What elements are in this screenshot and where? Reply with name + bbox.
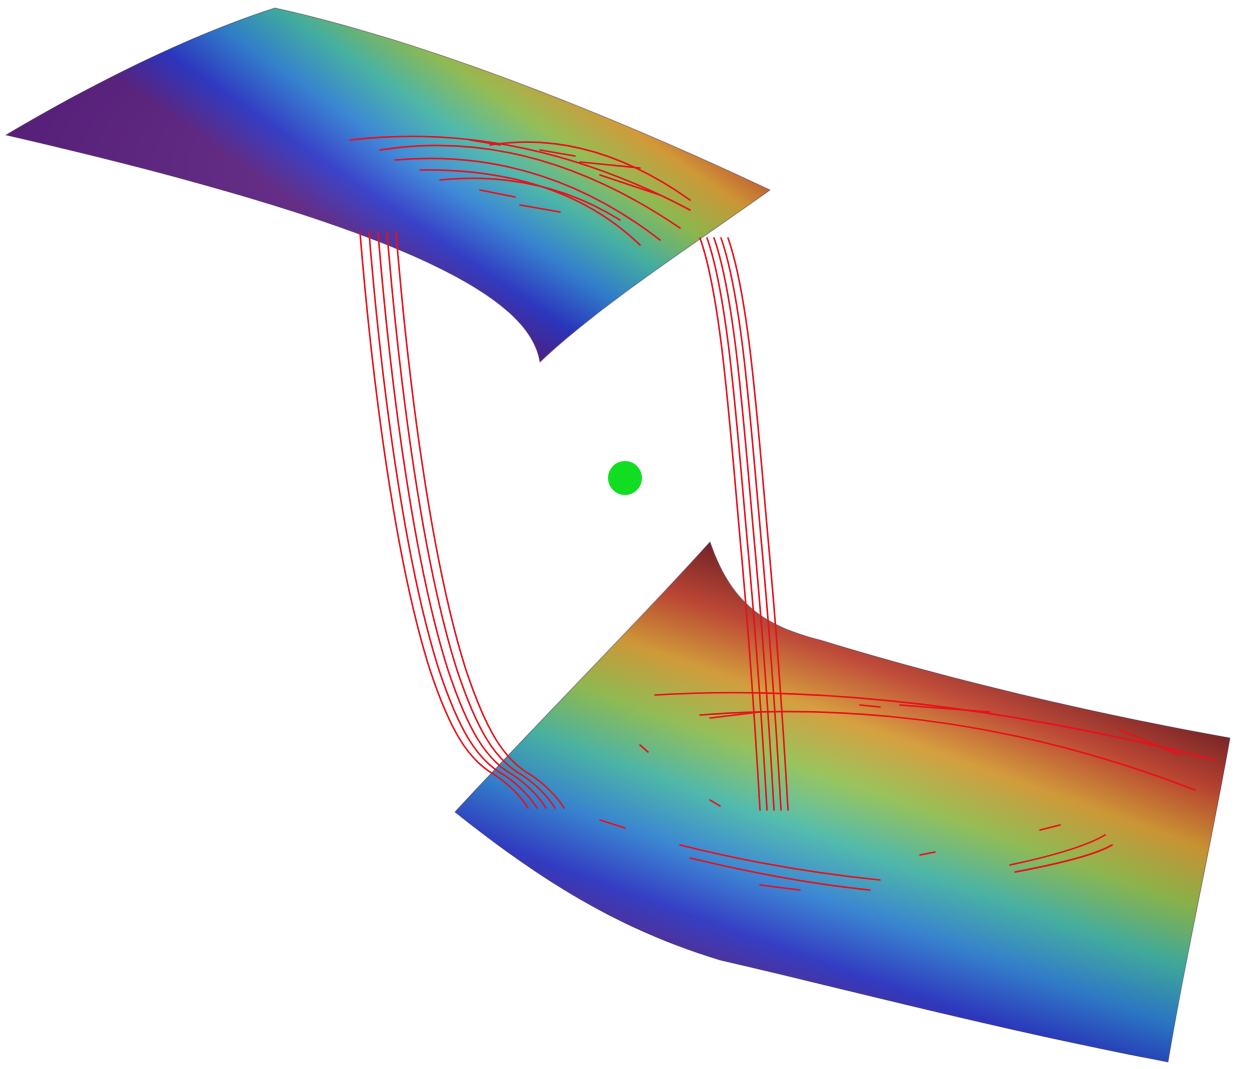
lower-orbit-arc [699,710,1196,791]
upper-orbit-dash [539,149,576,157]
left-trajectory-bundle [359,231,565,809]
upper-orbit-arc [394,157,661,241]
upper-manifold-edge [4,7,771,364]
lower-orbit-arc [654,691,1216,761]
right-trajectory-bundle [699,237,789,811]
upper-manifold-orbits [349,135,691,246]
lower-orbit-dash [639,744,649,753]
upper-orbit-dash [469,139,501,146]
left-trajectory [368,231,538,809]
upper-manifold-shading [6,8,770,362]
right-trajectory [699,237,761,811]
lower-orbit-dash [1039,824,1061,831]
upper-orbit-dash [479,189,516,198]
left-trajectory [395,231,565,809]
lower-orbit-arc [1009,834,1106,866]
lower-orbit-dash [859,704,881,708]
upper-orbit-arc [379,144,681,229]
lower-manifold-shading [455,542,1230,1062]
upper-orbit-arc [349,135,691,211]
lower-orbit-dash [1119,729,1181,756]
right-trajectory [713,237,775,811]
upper-orbit-dash [599,174,661,196]
lower-orbit-arc [679,844,881,881]
lower-orbit-arc [689,857,871,891]
upper-orbit-arc [439,177,621,221]
lower-manifold [454,541,1231,1063]
upper-orbit-dash [579,161,641,169]
lower-orbit-dash [709,711,761,719]
upper-orbit-arc [489,141,691,201]
upper-manifold [4,7,771,364]
lower-orbit-arc [1014,844,1113,873]
upper-orbit-dash [519,204,561,213]
lower-orbit-dash [759,884,801,891]
right-trajectory [706,237,768,811]
lower-manifold-edge [454,541,1231,1063]
left-trajectory [377,231,547,809]
lower-orbit-dash [599,819,626,829]
right-trajectory [720,237,782,811]
right-trajectory [727,237,789,811]
lower-orbit-dash [709,799,721,807]
lower-manifold-orbits [599,691,1216,891]
left-trajectory [386,231,556,809]
lower-orbit-dash [899,704,991,713]
left-trajectory [359,231,529,809]
equilibrium-point [608,461,642,495]
lower-orbit-dash [919,851,936,856]
